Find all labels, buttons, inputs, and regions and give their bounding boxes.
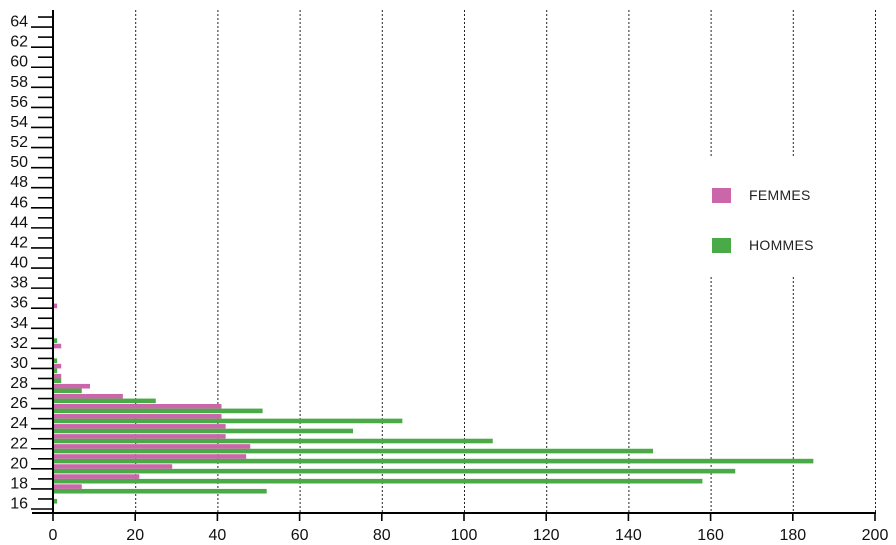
- bar-femmes-24: [53, 424, 226, 429]
- y-tick-label-30: 30: [10, 355, 28, 372]
- y-tick-label-36: 36: [10, 295, 28, 312]
- x-tick-label-40: 40: [209, 527, 227, 544]
- bar-hommes-30: [53, 368, 58, 374]
- x-tick-label-160: 160: [697, 527, 724, 544]
- bar-hommes-23: [53, 438, 493, 444]
- y-tick-label-20: 20: [10, 455, 28, 472]
- bar-femmes-32: [53, 343, 62, 349]
- y-tick-label-50: 50: [10, 154, 28, 171]
- x-tick-label-180: 180: [779, 527, 806, 544]
- grid-lines: [135, 10, 876, 513]
- x-tick-label-80: 80: [373, 527, 391, 544]
- bar-hommes-28: [53, 388, 82, 394]
- x-tick-label-20: 20: [126, 527, 144, 544]
- y-tick-label-40: 40: [10, 255, 28, 272]
- legend-label-hommes: HOMMES: [749, 237, 814, 253]
- bar-femmes-18: [53, 484, 82, 489]
- bar-hommes-27: [53, 398, 156, 404]
- bar-hommes-22: [53, 448, 654, 454]
- legend-swatch-hommes: [712, 237, 731, 253]
- bar-hommes-24: [53, 428, 354, 434]
- bar-femmes-29: [53, 373, 62, 379]
- legend-item-hommes: HOMMES: [712, 230, 862, 260]
- y-tick-label-28: 28: [10, 375, 28, 392]
- bar-hommes-33: [53, 338, 58, 343]
- x-tick-label-140: 140: [615, 527, 642, 544]
- bar-hommes-29: [53, 378, 62, 384]
- y-tick-label-48: 48: [10, 174, 28, 191]
- bar-femmes-25: [53, 414, 222, 419]
- bar-hommes-26: [53, 408, 263, 414]
- bar-femmes-23: [53, 434, 226, 439]
- bar-femmes-21: [53, 454, 247, 459]
- bar-femmes-27: [53, 393, 123, 399]
- y-tick-label-54: 54: [10, 114, 28, 131]
- bar-hommes-20: [53, 468, 736, 474]
- legend-item-femmes: FEMMES: [712, 180, 862, 210]
- legend-swatch-femmes: [712, 187, 731, 203]
- x-tick-label-100: 100: [451, 527, 478, 544]
- y-tick-label-34: 34: [10, 315, 28, 332]
- bar-femmes-30: [53, 363, 62, 369]
- y-tick-label-16: 16: [10, 496, 28, 513]
- y-tick-label-44: 44: [10, 214, 28, 231]
- x-tick-label-60: 60: [291, 527, 309, 544]
- legend: FEMMES HOMMES: [712, 180, 862, 280]
- bar-hommes-21: [53, 458, 814, 464]
- y-tick-label-24: 24: [10, 415, 28, 432]
- y-tick-label-46: 46: [10, 194, 28, 211]
- y-tick-label-32: 32: [10, 335, 28, 352]
- y-tick-label-60: 60: [10, 54, 28, 71]
- bar-femmes-36: [53, 303, 58, 309]
- bar-hommes-18: [53, 488, 267, 494]
- y-tick-label-56: 56: [10, 94, 28, 111]
- bar-hommes-17: [53, 498, 58, 504]
- y-tick-label-62: 62: [10, 34, 28, 51]
- bar-femmes-20: [53, 464, 173, 469]
- axes: 16 18 20 22 24 26 28 30 32 34 36 38 40 42 44 46 48 50 52 54…: [10, 10, 888, 544]
- bar-femmes-26: [53, 404, 222, 409]
- x-tick-label-120: 120: [533, 527, 560, 544]
- y-tick-label-58: 58: [10, 74, 28, 91]
- y-tick-label-64: 64: [10, 14, 28, 31]
- y-tick-label-38: 38: [10, 275, 28, 292]
- legend-label-femmes: FEMMES: [749, 187, 811, 203]
- bar-hommes-31: [53, 358, 58, 363]
- y-tick-label-26: 26: [10, 395, 28, 412]
- y-tick-label-52: 52: [10, 134, 28, 151]
- x-tick-label-0: 0: [49, 527, 58, 544]
- x-tick-label-200: 200: [862, 527, 889, 544]
- bar-femmes-22: [53, 444, 251, 449]
- y-tick-label-18: 18: [10, 475, 28, 492]
- bar-hommes-19: [53, 478, 703, 484]
- bar-femmes-28: [53, 383, 90, 389]
- bars: [53, 303, 814, 504]
- y-tick-label-22: 22: [10, 435, 28, 452]
- bar-hommes-25: [53, 418, 403, 424]
- y-tick-label-42: 42: [10, 234, 28, 251]
- bar-femmes-19: [53, 474, 140, 479]
